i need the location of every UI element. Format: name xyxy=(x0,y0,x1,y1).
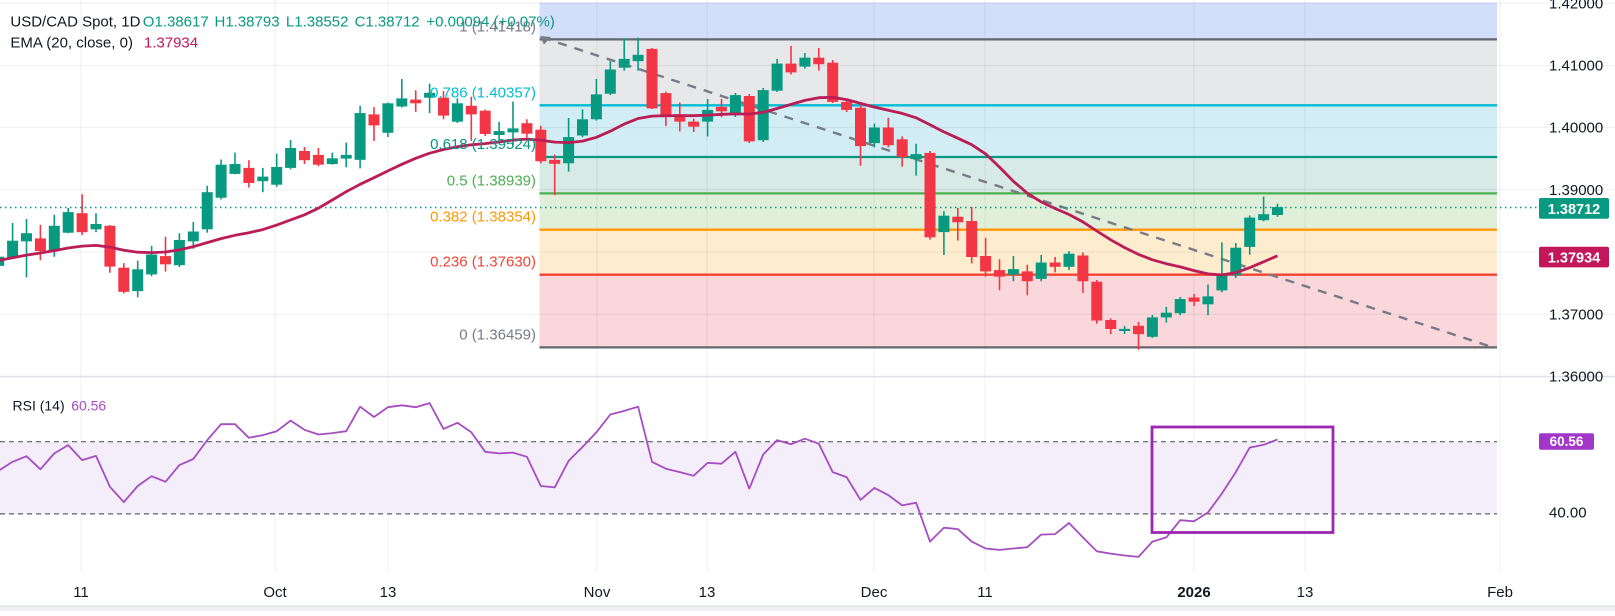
svg-text:1.37934: 1.37934 xyxy=(144,35,198,52)
svg-text:H1.38793: H1.38793 xyxy=(215,13,280,30)
svg-text:Nov: Nov xyxy=(584,584,611,601)
svg-text:0.786 (1.40357): 0.786 (1.40357) xyxy=(430,84,536,101)
svg-text:O1.38617: O1.38617 xyxy=(143,13,209,30)
svg-text:60.56: 60.56 xyxy=(71,398,106,414)
svg-text:11: 11 xyxy=(73,584,89,601)
svg-text:0.382 (1.38354): 0.382 (1.38354) xyxy=(430,209,536,226)
svg-text:1.37934: 1.37934 xyxy=(1548,251,1600,267)
svg-text:0.236 (1.37630): 0.236 (1.37630) xyxy=(430,254,536,271)
svg-text:1.40000: 1.40000 xyxy=(1549,120,1603,137)
svg-text:0 (1.36459): 0 (1.36459) xyxy=(459,326,536,343)
svg-text:L1.38552: L1.38552 xyxy=(286,13,349,30)
svg-text:11: 11 xyxy=(977,584,993,601)
svg-text:1.37000: 1.37000 xyxy=(1549,306,1603,323)
svg-text:1.42000: 1.42000 xyxy=(1549,0,1603,12)
svg-text:13: 13 xyxy=(380,584,397,601)
svg-text:EMA (20, close, 0): EMA (20, close, 0) xyxy=(10,35,133,52)
svg-text:RSI (14): RSI (14) xyxy=(13,398,65,414)
svg-text:1 (1.41418): 1 (1.41418) xyxy=(459,18,536,35)
svg-text:13: 13 xyxy=(699,584,716,601)
svg-text:0.618 (1.39524): 0.618 (1.39524) xyxy=(430,136,536,153)
svg-text:0.5 (1.38939): 0.5 (1.38939) xyxy=(447,172,536,189)
svg-text:1.39000: 1.39000 xyxy=(1549,182,1603,199)
svg-text:C1.38712: C1.38712 xyxy=(355,13,420,30)
svg-text:1.38712: 1.38712 xyxy=(1548,202,1600,218)
svg-text:1.36000: 1.36000 xyxy=(1549,368,1603,385)
svg-text:2026: 2026 xyxy=(1177,584,1210,601)
svg-text:40.00: 40.00 xyxy=(1549,505,1587,522)
svg-text:60.56: 60.56 xyxy=(1550,434,1584,449)
svg-text:+0.00094 (+0.07%): +0.00094 (+0.07%) xyxy=(426,13,554,30)
svg-text:Dec: Dec xyxy=(861,584,888,601)
svg-text:13: 13 xyxy=(1297,584,1314,601)
svg-text:Oct: Oct xyxy=(263,584,287,601)
svg-text:1.41000: 1.41000 xyxy=(1549,58,1603,75)
svg-text:USD/CAD Spot, 1D: USD/CAD Spot, 1D xyxy=(10,13,140,30)
svg-text:Feb: Feb xyxy=(1487,584,1513,601)
